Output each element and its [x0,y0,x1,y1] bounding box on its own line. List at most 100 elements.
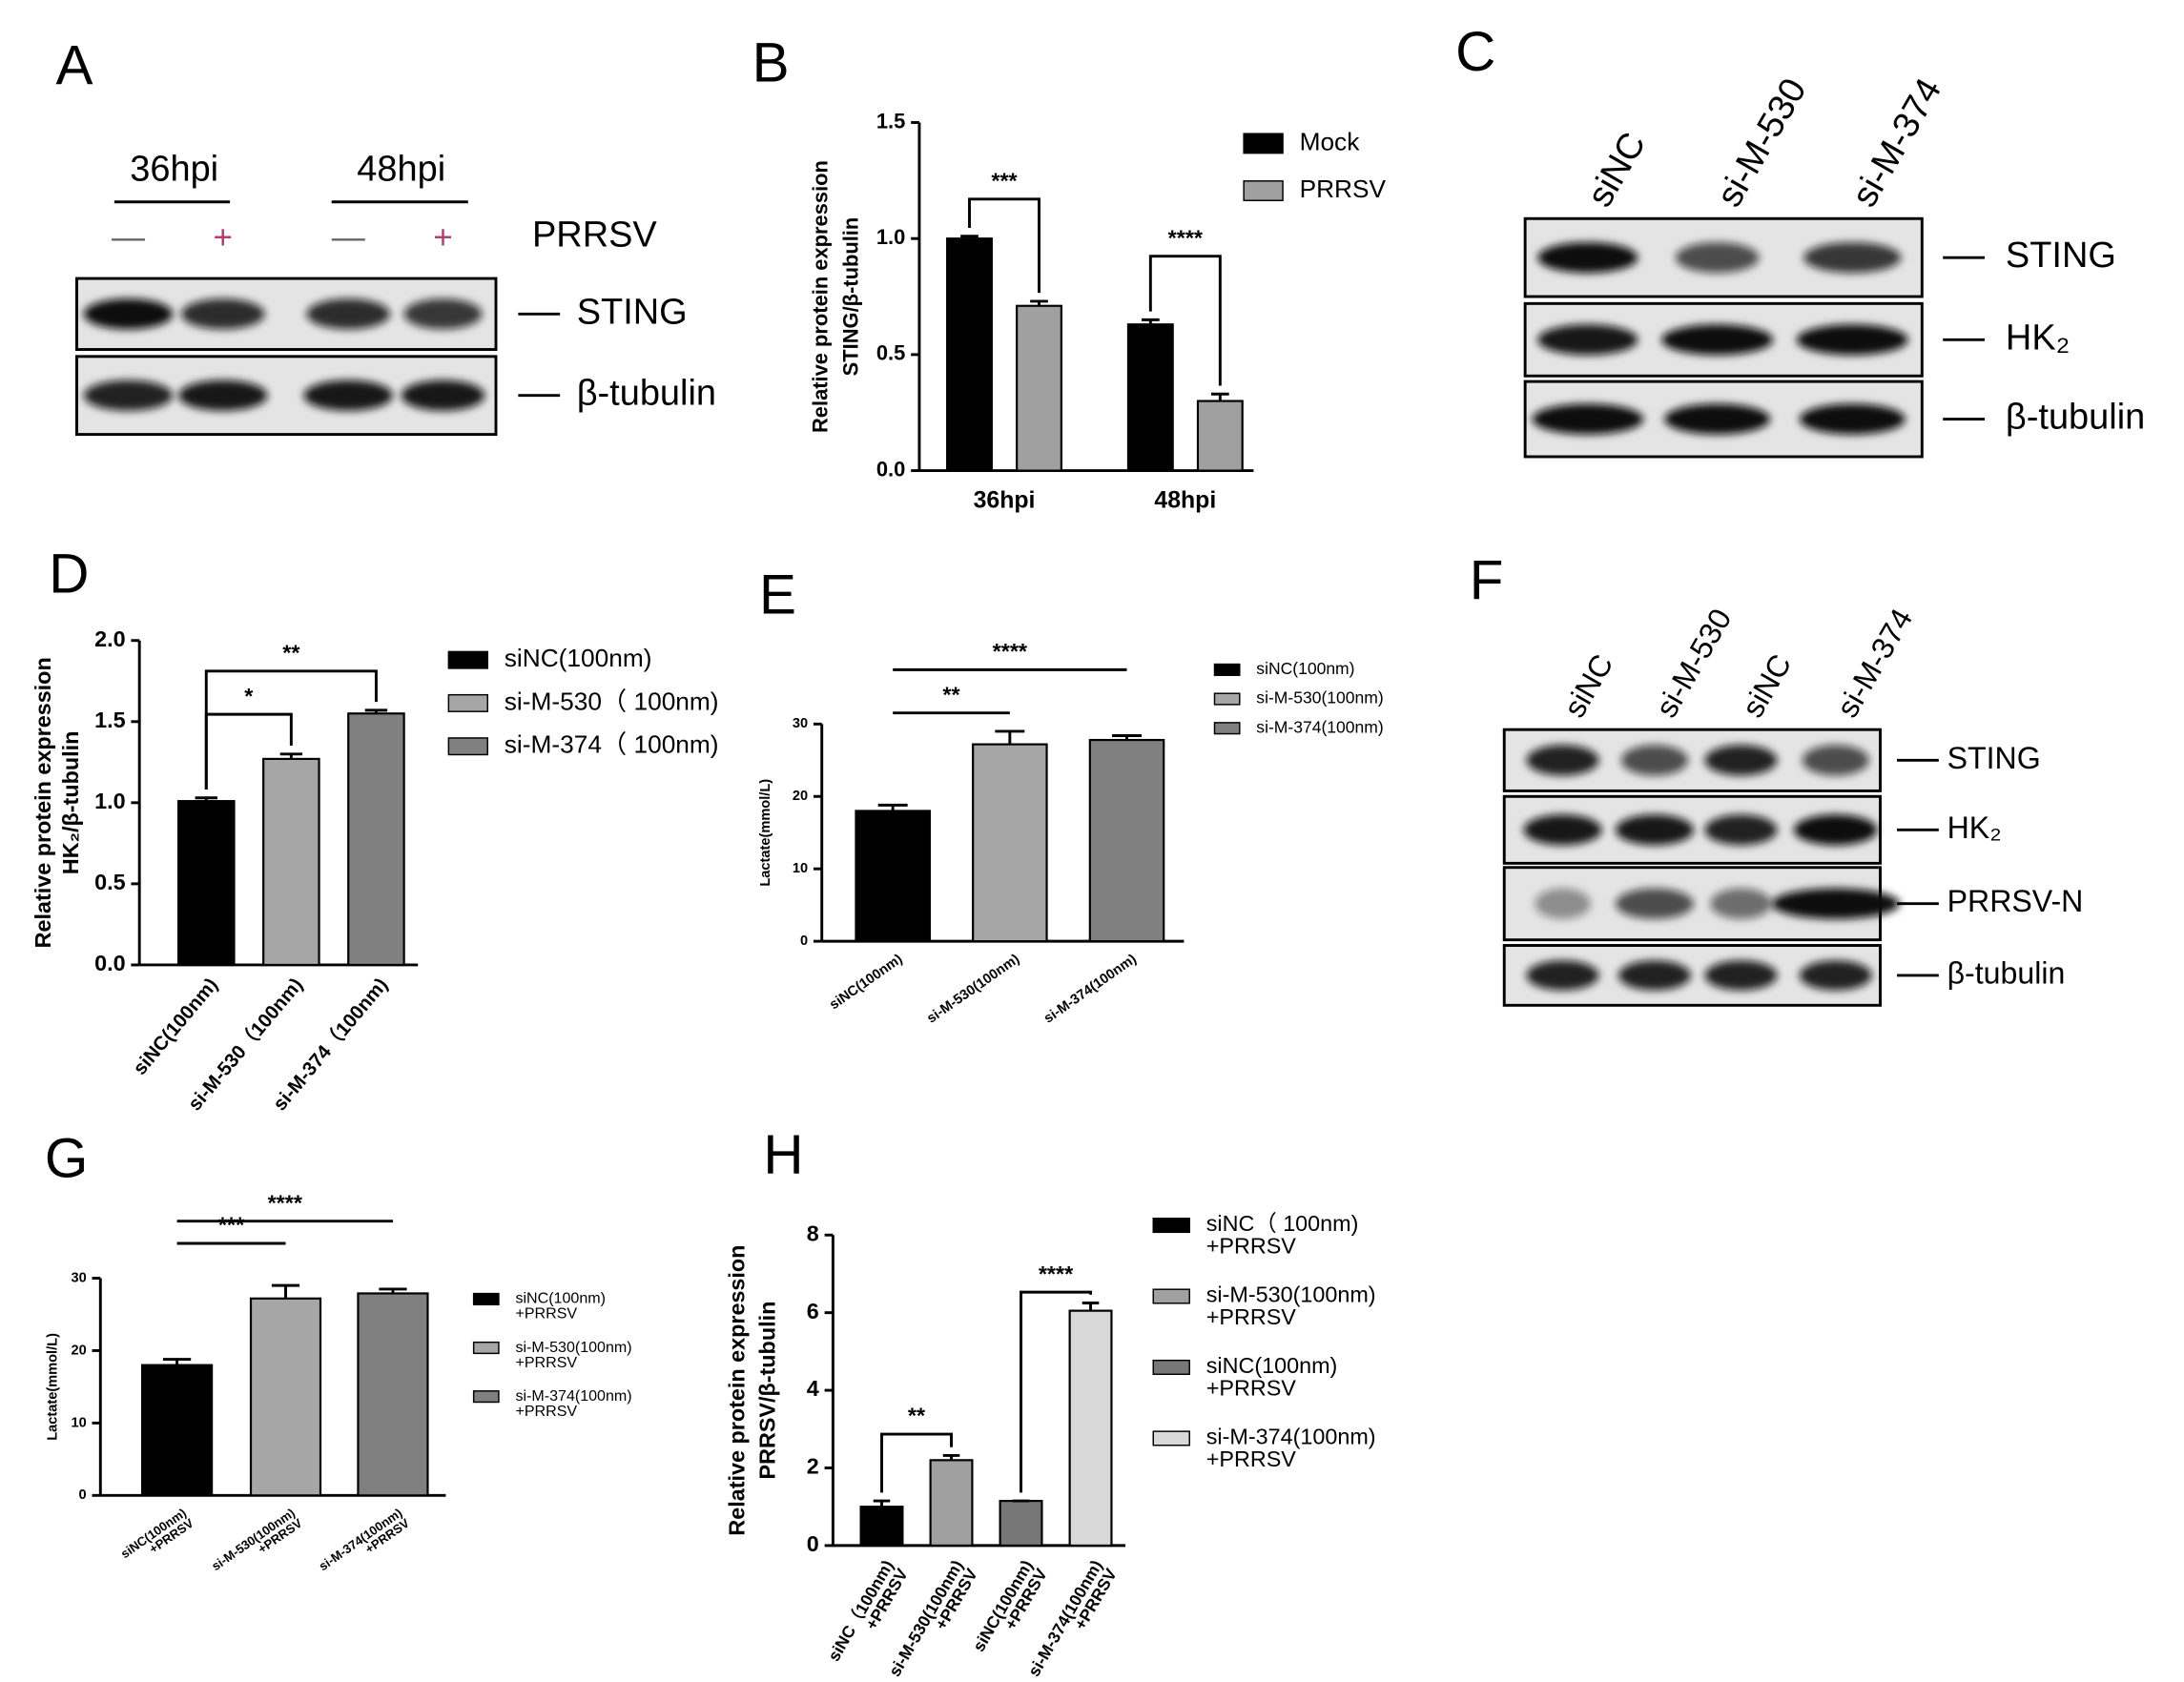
legend-label: Mock [1300,127,1361,155]
legend-label: PRRSV [1300,174,1387,203]
legend-label: siNC(100nm) [1206,1353,1338,1378]
band-label: β-tubulin [2006,398,2145,438]
band [1704,814,1778,846]
significance-bracket [1148,255,1222,386]
error-bar [960,235,979,239]
lane-label: si-M-374 [1830,603,1920,723]
lane-sign: + [214,218,233,256]
legend-label: +PRRSV [1206,1304,1297,1329]
band [1803,242,1902,274]
significance-label: ** [282,640,300,665]
panel-letter: H [763,1123,803,1185]
band [1532,403,1644,435]
legend-label: +PRRSV [1206,1446,1297,1471]
band [1664,403,1771,435]
band [403,298,483,330]
significance-label: **** [1168,225,1204,250]
band [83,379,174,411]
significance-label: *** [991,168,1018,193]
significance-label: * [244,684,254,708]
band-label: STING [2006,236,2116,276]
error-bar [279,752,303,759]
legend-swatch [1152,1218,1190,1234]
y-tick-label: 8 [807,1220,819,1245]
legend-label: si-M-530(100nm) [1256,688,1383,708]
significance-label: ** [908,1404,926,1428]
panel-letter: D [49,543,89,605]
significance-bracket [1020,1290,1092,1493]
y-tick-label: 10 [793,861,808,876]
legend-label: +PRRSV [1206,1234,1297,1259]
legend-swatch [1152,1430,1190,1446]
bar [1088,738,1165,943]
band-label: β-tubulin [577,374,716,414]
bar [176,800,236,967]
legend-label: siNC(100nm) [505,644,652,672]
legend-swatch [447,737,488,756]
lane-label: siNC [1580,126,1654,214]
band [1799,960,1872,991]
legend-label: siNC(100nm) [1256,659,1354,678]
x-tick-label: si-M-530(100nm) [924,952,1022,1027]
error-bar [942,1453,960,1461]
legend-label: si-M-530(100nm) [1206,1282,1376,1307]
panel-letter: F [1470,550,1504,612]
bar [1196,400,1244,472]
band [1799,403,1906,435]
y-tick-label: 30 [793,716,808,731]
treatment-label: PRRSV [532,215,657,255]
band [1704,745,1778,776]
panel-letter: C [1455,21,1495,83]
band [1675,242,1760,274]
legend-label: si-M-530（ 100nm) [505,687,719,715]
legend-swatch [472,1341,500,1355]
band [1710,888,1772,919]
band [1771,888,1900,919]
x-tick-label: siNC(100nm) [827,952,905,1013]
y-tick-label: 1.0 [876,225,905,249]
y-tick-label: 20 [793,789,808,804]
bar [859,1506,904,1547]
significance-label: **** [993,639,1028,664]
error-bar [1210,392,1229,401]
significance-bracket [880,1432,953,1493]
y-tick-label: 0 [807,1531,819,1556]
y-tick-label: 20 [71,1343,86,1358]
bar [999,1499,1043,1547]
bar [249,1297,322,1497]
y-tick-label: 1.0 [94,789,125,813]
error-bar [163,1358,192,1365]
y-axis-label: Lactate(mmol/L) [758,779,773,887]
panel-letter: G [45,1128,88,1190]
y-axis-label: Relative protein expression [31,657,55,948]
error-bar [1112,734,1142,741]
bar [1126,323,1174,472]
band [1704,960,1778,991]
y-axis-label: Relative protein expression [808,160,832,433]
legend-swatch [447,693,488,712]
band [1523,814,1602,846]
legend-swatch [1213,722,1241,735]
band [1617,960,1691,991]
panel-letter: A [56,34,93,96]
band [1526,960,1599,991]
x-tick-label: 36hpi [974,487,1036,513]
y-tick-label: 30 [71,1270,86,1285]
legend-swatch [1243,133,1284,154]
legend-swatch [447,650,488,669]
x-tick-label: siNC(100nm) [129,974,222,1078]
bar [855,810,931,943]
lane-label: siNC [1556,648,1619,723]
error-bar [379,1287,407,1294]
legend-label: si-M-374(100nm) [1206,1425,1376,1449]
band-label: β-tubulin [1947,955,2066,990]
error-bar [1030,299,1048,306]
panel-letter: B [752,32,790,94]
lane-sign: + [433,218,452,256]
y-tick-label: 0 [800,933,808,949]
legend-label: si-M-374(100nm) [515,1387,631,1405]
band-label: PRRSV-N [1947,884,2084,918]
legend-swatch [1152,1359,1190,1376]
error-bar [364,708,388,714]
legend-label: +PRRSV [515,1305,577,1323]
